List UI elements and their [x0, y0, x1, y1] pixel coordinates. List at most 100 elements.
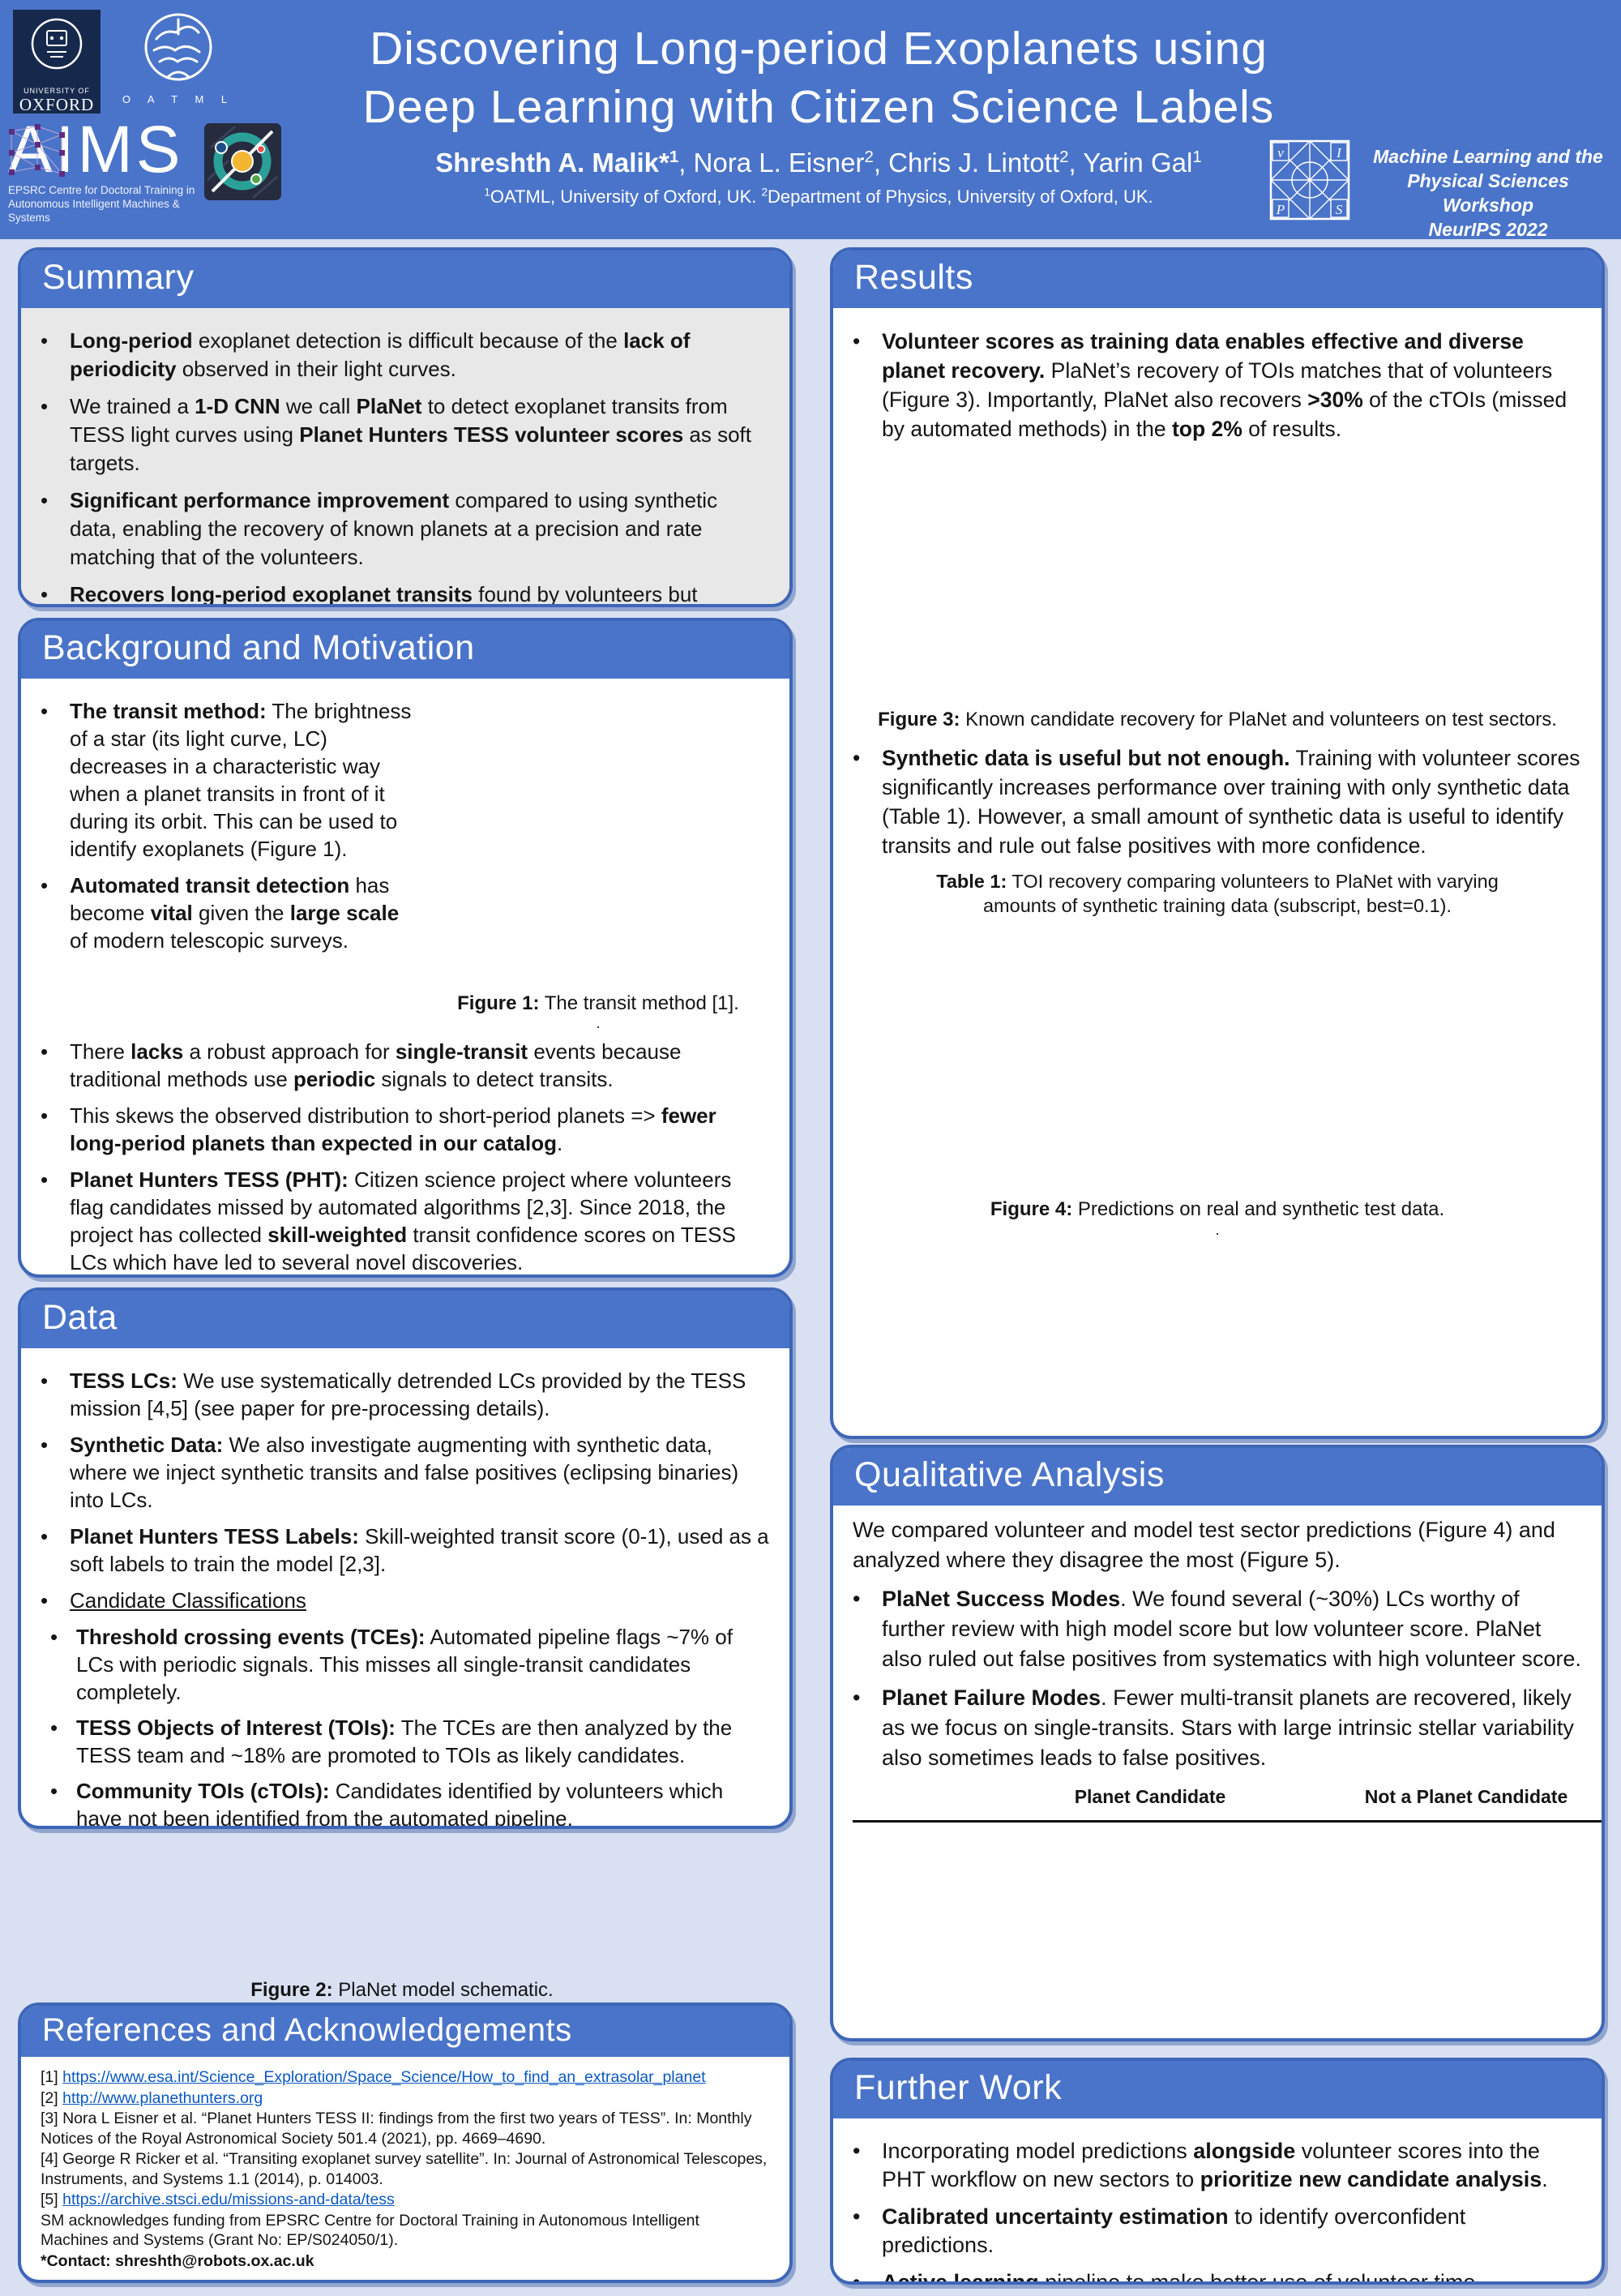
reference-line: SM acknowledges funding from EPSRC Centr… — [41, 2211, 699, 2250]
reference-line: [4] George R Ricker et al. “Transiting e… — [41, 2150, 768, 2188]
lightcurve-panel-d — [1311, 1933, 1602, 2032]
bullet-item: • Planet Hunters TESS Labels: Skill-weigh… — [41, 1524, 769, 1576]
further-work-section: Further Work • Incorporating model predic… — [830, 2058, 1605, 2285]
summary-bullets: • Long-period exoplanet detection is diff… — [41, 327, 770, 606]
aims-network-icon — [9, 124, 65, 177]
workshop-line2: Physical Sciences Workshop — [1407, 170, 1569, 216]
planet-hunters-logo — [204, 123, 281, 204]
oatml-logo-label: O A T M L — [122, 93, 235, 105]
lightcurve-panel-b — [1311, 1828, 1602, 1927]
ml4ps-letter-i: I — [1336, 145, 1342, 161]
bullet-item: • Calibrated uncertainty estimation to id… — [853, 2204, 1466, 2257]
results-bullet-2: Synthetic data is useful but not enough.… — [882, 746, 1580, 858]
lightcurve-panel-a — [995, 1828, 1305, 1927]
fig4a-chart — [853, 926, 1257, 1193]
aims-logo: AIMS EPSRC Centre for Doctoral Training … — [8, 117, 199, 225]
workshop-line3: NeurIPS 2022 — [1428, 219, 1548, 240]
reference-line: [2] http://www.planethunters.org — [41, 2088, 263, 2107]
ml4ps-letter-p: P — [1276, 202, 1285, 217]
figure5-col1-header: Planet Candidate — [1074, 1786, 1226, 1807]
oxford-logo-line2: OXFORD — [19, 95, 95, 114]
authors: Shreshth A. Malik*1, Nora L. Eisner2, Ch… — [435, 148, 1202, 178]
bullet-item: • Planet Hunters TESS (PHT): Citizen scie… — [41, 1167, 736, 1274]
fig3a-chart — [865, 452, 1213, 704]
data-body: • TESS LCs: We use systematically detrend… — [21, 1348, 789, 1829]
references-section: References and Acknowledgements [1] http… — [18, 2003, 793, 2283]
references-title: References and Acknowledgements — [21, 2006, 789, 2057]
bullet-item: • The transit method: The brightness of a… — [41, 699, 412, 861]
oxford-logo: UNIVERSITY OF OXFORD — [13, 10, 101, 114]
ml4ps-letter-s: S — [1336, 202, 1343, 217]
poster-title-line2: Deep Learning with Citizen Science Label… — [362, 81, 1275, 133]
bullet-item: • Planet Failure Modes. Fewer multi-trans… — [853, 1686, 1574, 1770]
results-title: Results — [833, 251, 1602, 308]
workshop-text: Machine Learning and the Physical Scienc… — [1362, 144, 1615, 242]
bullet-item: • Automated transit detection has become … — [41, 873, 400, 953]
references-body: [1] https://www.esa.int/Science_Explorat… — [21, 2057, 789, 2280]
figure3-caption: Figure 3: Known candidate recovery for P… — [878, 709, 1557, 730]
figure5-col2-header: Not a Planet Candidate — [1364, 1786, 1568, 1807]
reference-line: [1] https://www.esa.int/Science_Explorat… — [41, 2068, 706, 2086]
table1-caption: Table 1: TOI recovery comparing voluntee… — [936, 871, 1499, 916]
summary-section: Summary • Long-period exoplanet detection… — [18, 247, 793, 607]
figure4 — [853, 926, 1582, 1193]
results-bullet-1: Volunteer scores as training data enable… — [882, 329, 1568, 441]
bullet-item: • Community TOIs (cTOIs): Candidates iden… — [50, 1779, 724, 1829]
figure1: Figure 1: The transit method [1]. . — [426, 688, 770, 1031]
data-title: Data — [21, 1291, 789, 1348]
qualitative-section: Qualitative Analysis We compared volunte… — [830, 1445, 1605, 2041]
figure1-diagram — [431, 688, 765, 982]
lightcurve-panel-c — [995, 1933, 1305, 2032]
oatml-logo: O A T M L — [113, 8, 243, 118]
reference-line: [3] Nora L Eisner et al. “Planet Hunters… — [41, 2110, 752, 2148]
figure1-caption: Figure 1: The transit method [1]. — [457, 992, 739, 1014]
background-bullets-bottom: • There lacks a robust approach for singl… — [41, 1038, 770, 1274]
background-section: Background and Motivation • The transit m… — [18, 618, 793, 1278]
figure2: Figure 2: PlaNet model schematic. — [18, 1826, 786, 2002]
aims-tagline-1: EPSRC Centre for Doctoral Training in — [8, 184, 195, 196]
bullet-item: • TESS Objects of Interest (TOIs): The TC… — [50, 1716, 733, 1767]
affiliation: 1OATML, University of Oxford, UK. 2Depar… — [484, 186, 1153, 207]
planet-hunters-icon — [204, 123, 281, 200]
aims-tagline-2: Autonomous Intelligent Machines & System… — [8, 198, 180, 224]
poster-title-line1: Discovering Long-period Exoplanets using — [370, 23, 1268, 75]
title-block: Discovering Long-period Exoplanets using… — [349, 0, 1289, 208]
bullet-item: • Significant performance improvement com… — [41, 488, 718, 569]
poster-header: UNIVERSITY OF OXFORD O A T M L AIMS EPSR… — [0, 0, 1621, 242]
ml4ps-letter-nu: ν — [1277, 145, 1284, 161]
bullet-item: • Recovers long-period exoplanet transits… — [41, 582, 698, 606]
oxford-crest-icon — [31, 18, 83, 70]
qualitative-title: Qualitative Analysis — [833, 1448, 1602, 1506]
figure2-diagram — [18, 1826, 786, 1975]
reference-link[interactable]: https://archive.stsci.edu/missions-and-d… — [62, 2191, 395, 2208]
ml4ps-workshop-logo: ν I P S — [1269, 139, 1350, 225]
summary-title: Summary — [21, 251, 789, 308]
further-work-body: • Incorporating model predictions alongsi… — [833, 2118, 1602, 2285]
bullet-item: • This skews the observed distribution to… — [41, 1103, 716, 1155]
figure4-caption: Figure 4: Predictions on real and synthe… — [990, 1198, 1445, 1220]
figure5-header-rule — [853, 1819, 1602, 1823]
oxford-logo-line1: UNIVERSITY OF — [24, 87, 90, 95]
figure2-caption: Figure 2: PlaNet model schematic. — [250, 1979, 554, 2001]
ml4ps-icon: ν I P S — [1269, 139, 1350, 221]
bullet-item: • Threshold crossing events (TCEs): Autom… — [50, 1625, 733, 1704]
stray-dot: . — [596, 1015, 601, 1031]
further-work-title: Further Work — [833, 2061, 1602, 2118]
bullet-item: • We trained a 1-D CNN we call PlaNet to … — [41, 394, 751, 475]
oatml-brain-icon — [144, 13, 212, 81]
reference-link[interactable]: https://www.esa.int/Science_Exploration/… — [62, 2068, 706, 2086]
results-body: • Volunteer scores as training data enabl… — [833, 308, 1602, 1245]
stray-dot: . — [1215, 1222, 1220, 1238]
bullet-item: • Active learning pipeline to make better… — [853, 2270, 1482, 2285]
figure5: Planet Candidate Not a Planet Candidate — [853, 1782, 1602, 2032]
background-body: • The transit method: The brightness of a… — [21, 679, 789, 1274]
fig3b-chart — [1221, 452, 1570, 704]
bullet-item: • Long-period exoplanet detection is diff… — [41, 328, 691, 381]
reference-link[interactable]: http://www.planethunters.org — [62, 2088, 263, 2107]
qualitative-bullets: • PlaNet Success Modes. We found several … — [853, 1584, 1582, 1773]
reference-line: [5] https://archive.stsci.edu/missions-a… — [41, 2191, 395, 2208]
background-title: Background and Motivation — [21, 621, 789, 679]
reference-line: *Contact: shreshth@robots.ox.ac.uk — [41, 2251, 314, 2270]
bullet-item: • Candidate Classifications — [41, 1588, 306, 1613]
